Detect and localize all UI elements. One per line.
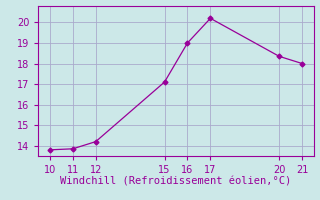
X-axis label: Windchill (Refroidissement éolien,°C): Windchill (Refroidissement éolien,°C) <box>60 176 292 186</box>
